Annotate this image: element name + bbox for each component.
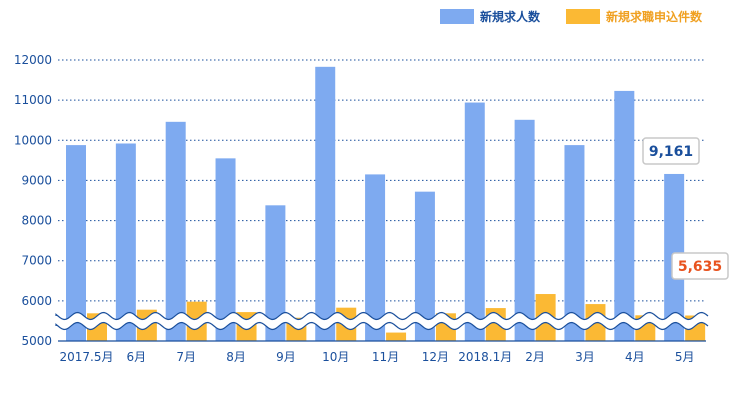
bar-job-offers — [265, 205, 286, 341]
y-tick-label: 6000 — [21, 294, 52, 308]
legend-label: 新規求人数 — [480, 9, 541, 24]
x-tick-label: 3月 — [575, 350, 595, 364]
legend-swatch — [566, 9, 600, 24]
bar-job-offers — [115, 143, 136, 341]
callout-box — [671, 252, 729, 280]
y-tick-label: 11000 — [14, 93, 52, 107]
bar-job-offers — [165, 121, 186, 341]
y-tick-label: 10000 — [14, 133, 52, 147]
x-tick-label: 2月 — [525, 350, 545, 364]
bar-job-offers — [564, 145, 585, 341]
y-tick-label: 5000 — [21, 334, 52, 348]
x-tick-label: 6月 — [127, 350, 147, 364]
x-tick-label: 12月 — [422, 350, 449, 364]
y-tick-label: 8000 — [21, 214, 52, 228]
bar-job-offers — [66, 145, 86, 341]
y-tick-label: 12000 — [14, 53, 52, 67]
x-tick-label: 9月 — [276, 350, 296, 364]
x-tick-label: 11月 — [372, 350, 399, 364]
bar-job-offers — [464, 102, 485, 342]
x-tick-label: 8月 — [226, 350, 246, 364]
legend-label: 新規求職申込件数 — [606, 9, 703, 24]
bar-job-applications — [386, 332, 407, 341]
y-tick-label: 7000 — [21, 254, 52, 268]
bar-job-offers — [514, 119, 535, 341]
callout-label: 9,161 — [649, 144, 693, 160]
x-tick-label: 10月 — [322, 350, 349, 364]
bar-job-offers — [215, 158, 236, 341]
x-tick-label: 2018.1月 — [458, 350, 512, 364]
x-tick-label: 4月 — [625, 350, 645, 364]
callout-label: 5,635 — [678, 259, 722, 275]
y-tick-label: 9000 — [21, 173, 52, 187]
axis-break-line — [55, 311, 709, 321]
x-tick-label: 7月 — [176, 350, 196, 364]
x-tick-label: 2017.5月 — [60, 350, 114, 364]
bar-job-offers — [365, 174, 386, 341]
axis-break-line — [55, 321, 709, 331]
callout-box — [642, 137, 700, 165]
legend-swatch — [440, 9, 474, 24]
axis-break-band — [56, 312, 708, 330]
bar-job-offers — [614, 90, 635, 341]
bar-job-offers — [414, 191, 435, 341]
bar-job-offers — [315, 66, 336, 342]
x-tick-label: 5月 — [675, 350, 695, 364]
